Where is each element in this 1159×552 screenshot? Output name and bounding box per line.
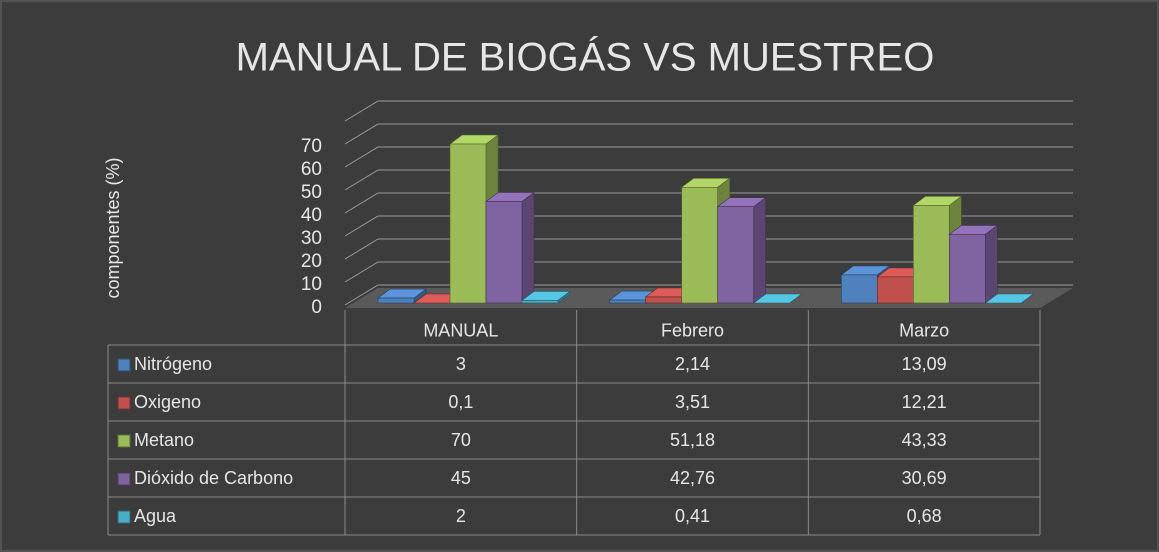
grid-line <box>344 169 1073 191</box>
bar-group <box>984 293 1035 304</box>
grid-line <box>344 146 1073 168</box>
bar <box>449 143 487 304</box>
data-label: 45 <box>451 468 471 488</box>
data-label: 51,18 <box>670 430 715 450</box>
grid-line <box>344 192 1073 214</box>
legend-label: Metano <box>134 430 194 450</box>
legend-swatch <box>117 472 131 486</box>
bar-side <box>521 191 535 304</box>
bar <box>521 300 559 304</box>
bar <box>949 234 986 304</box>
y-tick-label: 50 <box>301 182 322 203</box>
bar <box>645 296 682 304</box>
y-tick-label: 10 <box>301 274 322 295</box>
bar-group <box>485 191 535 304</box>
bar <box>609 299 646 304</box>
data-label: 0,41 <box>675 506 710 526</box>
y-tick-label: 70 <box>301 136 322 157</box>
data-label: 3,51 <box>675 392 710 412</box>
bar-side <box>753 197 766 304</box>
y-tick-label: 30 <box>301 228 322 249</box>
grid-line <box>344 261 1073 283</box>
legend-label: Agua <box>134 506 177 526</box>
x-tick-label: MANUAL <box>423 320 498 340</box>
y-tick-label: 20 <box>301 251 322 272</box>
legend-swatch <box>117 358 131 372</box>
grid-line-top <box>344 100 1073 122</box>
data-label: 42,76 <box>670 468 715 488</box>
y-tick-label: 0 <box>311 297 322 318</box>
bar-group <box>752 293 803 304</box>
y-tick-label: 40 <box>301 205 322 226</box>
data-label: 12,21 <box>902 392 947 412</box>
bar-side <box>985 224 998 304</box>
data-label: 0,1 <box>448 392 473 412</box>
bar-group <box>521 290 571 304</box>
data-label: 70 <box>451 430 471 450</box>
bar <box>681 186 718 304</box>
legend-swatch <box>117 434 131 448</box>
legend-swatch <box>117 510 131 524</box>
bar-top <box>752 293 803 304</box>
grid-line <box>344 123 1073 145</box>
grid-line <box>344 238 1073 260</box>
data-label: 2 <box>456 506 466 526</box>
x-tick-label: Marzo <box>899 320 949 340</box>
data-label: 0,68 <box>907 506 942 526</box>
bar <box>485 201 523 304</box>
bar <box>913 205 950 304</box>
bar <box>841 274 878 304</box>
data-label: 30,69 <box>902 468 947 488</box>
legend-swatch <box>117 396 131 410</box>
bar <box>377 297 415 304</box>
data-label: 2,14 <box>675 354 710 374</box>
bar-top <box>984 293 1035 304</box>
legend-label: Dióxido de Carbono <box>134 468 293 488</box>
chart-title: MANUAL DE BIOGÁS VS MUESTREO <box>236 35 935 80</box>
bar-group <box>716 197 767 304</box>
legend-label: Nitrógeno <box>134 354 212 374</box>
y-axis-label: componentes (%) <box>103 157 123 298</box>
data-label: 3 <box>456 354 466 374</box>
x-tick-label: Febrero <box>661 320 724 340</box>
legend-label: Oxigeno <box>134 392 201 412</box>
bar <box>877 276 914 304</box>
y-tick-label: 60 <box>301 159 322 180</box>
bar <box>717 206 754 304</box>
data-label: 13,09 <box>902 354 947 374</box>
bar-group <box>948 224 999 304</box>
data-label: 43,33 <box>902 430 947 450</box>
grid-line <box>344 215 1073 237</box>
